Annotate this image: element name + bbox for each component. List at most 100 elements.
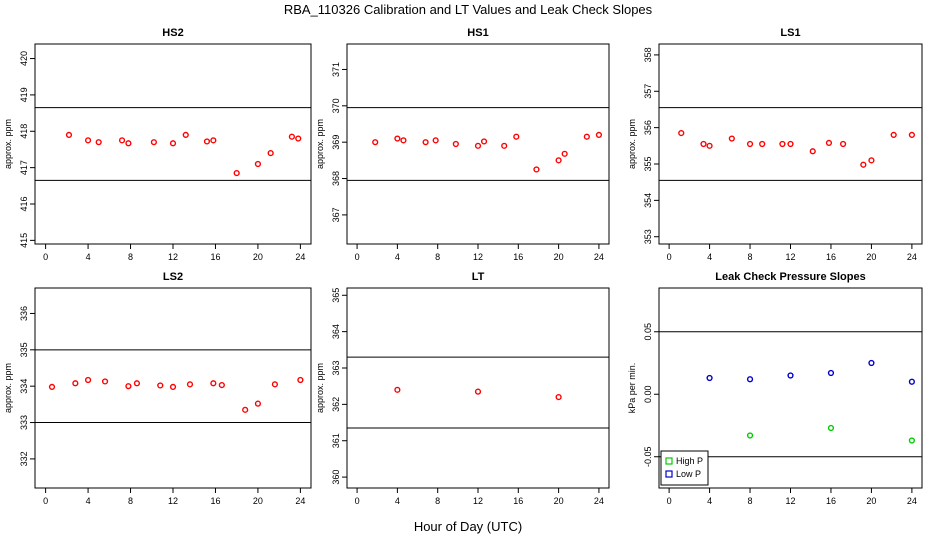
data-point xyxy=(827,369,835,377)
data-point xyxy=(101,378,109,385)
data-point xyxy=(860,161,867,168)
x-tick-label: 24 xyxy=(295,252,305,262)
x-tick-label: 20 xyxy=(554,252,564,262)
data-point xyxy=(555,393,562,401)
data-point xyxy=(186,381,194,388)
y-tick-label: 0.05 xyxy=(643,323,653,341)
x-tick-label: 12 xyxy=(473,252,483,262)
x-tick-label: 4 xyxy=(86,252,91,262)
data-point xyxy=(150,139,157,146)
y-tick-label: 361 xyxy=(331,433,341,448)
data-point xyxy=(422,139,429,146)
data-point xyxy=(583,133,590,140)
data-point xyxy=(394,135,401,142)
y-tick-label: 0.00 xyxy=(643,385,653,403)
data-point xyxy=(890,131,897,139)
panel-title: HS2 xyxy=(162,27,183,39)
data-point xyxy=(218,381,225,389)
y-tick-label: 415 xyxy=(19,233,29,248)
data-point xyxy=(827,424,835,432)
data-point xyxy=(728,135,735,142)
panel-ls2: LS2 approx. ppm 0 4 8 12 16 20 24 332 333 334 335 336 xyxy=(3,271,312,506)
data-point xyxy=(746,376,754,383)
y-tick-label: -0.05 xyxy=(643,446,653,467)
data-point xyxy=(746,432,754,439)
x-tick-label: 20 xyxy=(253,496,263,506)
x-tick-label: 24 xyxy=(295,496,305,506)
x-tick-label: 12 xyxy=(168,496,178,506)
x-tick-label: 24 xyxy=(594,252,604,262)
data-point xyxy=(169,383,177,391)
data-point xyxy=(868,359,875,367)
x-tick-label: 8 xyxy=(435,252,440,262)
panel-hs1: HS1 approx. ppm 0 4 8 12 16 20 24 367 368 369 370 371 xyxy=(315,27,610,262)
y-tick-label: 356 xyxy=(643,120,653,135)
series-ls1 xyxy=(678,129,915,168)
x-tick-label: 24 xyxy=(594,496,604,506)
x-tick-label: 8 xyxy=(748,496,753,506)
legend-swatch xyxy=(665,470,673,478)
panel-title: HS1 xyxy=(467,27,488,39)
x-tick-label: 20 xyxy=(554,496,564,506)
plot-frame xyxy=(658,43,923,245)
x-tick-label: 16 xyxy=(513,496,523,506)
y-tick-label: 365 xyxy=(331,288,341,303)
x-tick-label: 24 xyxy=(907,496,917,506)
data-point xyxy=(65,131,73,139)
x-tick-label: 24 xyxy=(907,252,917,262)
y-tick-label: 416 xyxy=(19,196,29,211)
legend-label: High P xyxy=(676,456,703,466)
data-point xyxy=(787,140,794,148)
data-point xyxy=(267,149,274,157)
x-tick-label: 8 xyxy=(435,496,440,506)
plot-frame xyxy=(346,287,610,489)
panel-leak-check-pressure-slopes: Leak Check Pressure Slopes kPa per min. 0 4… xyxy=(627,271,923,506)
y-tick-label: 336 xyxy=(19,306,29,321)
y-tick-label: 364 xyxy=(331,324,341,339)
x-tick-label: 20 xyxy=(866,252,876,262)
data-point xyxy=(908,437,915,444)
data-point xyxy=(513,133,520,140)
y-tick-label: 332 xyxy=(19,451,29,466)
y-axis-label: approx. ppm xyxy=(315,119,325,169)
series-lt xyxy=(394,386,562,401)
y-tick-label: 363 xyxy=(331,360,341,375)
figure-xlabel: Hour of Day (UTC) xyxy=(414,519,522,534)
y-axis-label: approx. ppm xyxy=(3,363,13,413)
x-tick-label: 0 xyxy=(667,252,672,262)
y-tick-label: 417 xyxy=(19,160,29,175)
x-tick-label: 20 xyxy=(866,496,876,506)
legend-label: Low P xyxy=(676,469,701,479)
x-tick-label: 0 xyxy=(667,496,672,506)
data-point xyxy=(908,378,915,385)
legend: High P Low P xyxy=(660,450,709,486)
x-tick-label: 20 xyxy=(253,252,263,262)
data-point xyxy=(288,133,295,140)
x-tick-label: 0 xyxy=(43,496,48,506)
data-point xyxy=(394,386,401,393)
panel-title: LS2 xyxy=(163,271,183,283)
data-point xyxy=(474,142,482,149)
data-point xyxy=(400,137,407,144)
x-tick-label: 12 xyxy=(168,252,178,262)
data-point xyxy=(297,376,304,384)
x-tick-label: 4 xyxy=(395,496,400,506)
data-point xyxy=(759,140,766,148)
y-tick-label: 418 xyxy=(19,124,29,139)
data-point xyxy=(295,135,302,142)
figure-title: RBA_110326 Calibration and LT Values and… xyxy=(284,2,653,17)
y-tick-label: 357 xyxy=(643,84,653,99)
legend-box xyxy=(660,450,709,486)
x-tick-label: 16 xyxy=(210,496,220,506)
data-point xyxy=(125,140,132,147)
y-tick-label: 360 xyxy=(331,470,341,485)
y-tick-label: 368 xyxy=(331,171,341,186)
data-point xyxy=(233,169,240,177)
x-tick-label: 4 xyxy=(86,496,91,506)
data-point xyxy=(839,140,847,148)
x-tick-label: 16 xyxy=(210,252,220,262)
y-tick-label: 335 xyxy=(19,342,29,357)
data-point xyxy=(908,131,915,139)
data-point xyxy=(254,160,262,168)
panel-hs2: HS2 approx. ppm 0 4 8 12 16 20 24 415 416 417 418 419… xyxy=(3,27,312,262)
